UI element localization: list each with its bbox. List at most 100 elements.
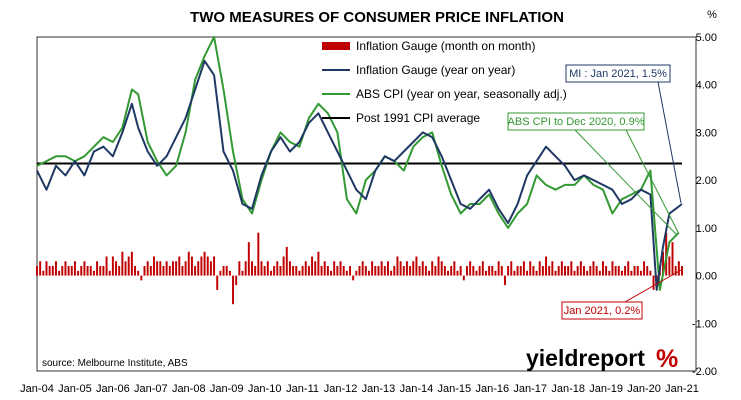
bar xyxy=(453,261,456,276)
bar xyxy=(311,256,314,276)
bar xyxy=(197,261,200,276)
bar xyxy=(668,256,671,276)
x-tick-label: Jan-09 xyxy=(210,383,244,395)
bar xyxy=(434,266,437,276)
bar xyxy=(491,266,494,276)
bar xyxy=(124,261,127,276)
annotation-bar-text: Jan 2021, 0.2% xyxy=(564,305,641,317)
y-tick-label: 3.00 xyxy=(696,127,717,139)
bar xyxy=(276,261,279,276)
bar xyxy=(203,251,206,276)
bar xyxy=(614,266,617,276)
bar xyxy=(355,270,358,276)
x-tick-label: Jan-13 xyxy=(362,383,396,395)
bar xyxy=(200,256,203,276)
legend: Inflation Gauge (month on month) Inflati… xyxy=(322,39,567,125)
bar xyxy=(456,270,459,276)
bar xyxy=(484,270,487,276)
x-tick-label: Jan-15 xyxy=(438,383,472,395)
bar xyxy=(538,261,541,276)
bar xyxy=(213,256,216,276)
line-series xyxy=(36,36,683,291)
bar xyxy=(64,261,67,276)
bar xyxy=(99,266,102,276)
bar xyxy=(630,270,633,276)
bar xyxy=(168,266,171,276)
bar xyxy=(115,261,118,276)
bar xyxy=(472,266,475,276)
bar xyxy=(48,266,51,276)
bar xyxy=(513,270,516,276)
bar xyxy=(175,261,178,276)
y-tick-label: 2.00 xyxy=(696,175,717,187)
bar xyxy=(121,251,124,276)
bar xyxy=(443,266,446,276)
x-tick-label: Jan-10 xyxy=(248,383,282,395)
bar xyxy=(516,266,519,276)
bar xyxy=(681,266,683,276)
bar xyxy=(336,266,339,276)
bar xyxy=(624,266,627,276)
bar xyxy=(263,266,266,276)
annotation-mi: MI : Jan 2021, 1.5% xyxy=(565,64,682,204)
bar xyxy=(238,261,241,276)
bar xyxy=(304,261,307,276)
x-tick-label: Jan-05 xyxy=(58,383,92,395)
bar xyxy=(507,266,510,276)
bar xyxy=(592,261,595,276)
x-axis-tick-labels: Jan-04 Jan-05 Jan-06 Jan-07 Jan-08 Jan-09 Jan-… xyxy=(20,383,699,395)
bar xyxy=(405,261,408,276)
bar xyxy=(241,270,244,276)
bar xyxy=(532,266,535,276)
bar xyxy=(127,256,130,276)
brand-name: yieldreport xyxy=(526,345,645,371)
bar xyxy=(162,266,165,276)
bar xyxy=(216,275,219,290)
bar xyxy=(674,266,677,276)
bar xyxy=(649,270,652,276)
bar xyxy=(399,261,402,276)
bar xyxy=(535,270,538,276)
bar xyxy=(545,256,548,276)
bar xyxy=(194,266,197,276)
bar xyxy=(70,266,73,276)
bar xyxy=(431,261,434,276)
bar xyxy=(342,266,345,276)
bar xyxy=(510,261,513,276)
bar xyxy=(251,261,253,276)
bar xyxy=(184,261,187,276)
bar xyxy=(601,261,604,276)
bar xyxy=(579,261,582,276)
bar-series-month-on-month xyxy=(36,232,683,305)
bar xyxy=(459,266,462,276)
bar xyxy=(73,261,76,276)
legend-label-mom: Inflation Gauge (month on month) xyxy=(356,39,535,53)
bar xyxy=(437,256,440,276)
bar xyxy=(522,261,525,276)
bar xyxy=(636,266,639,276)
bar xyxy=(206,256,209,276)
y-axis-tick-labels: -2.00 -1.00 0.00 1.00 2.00 3.00 4.00 5.00 xyxy=(692,32,717,378)
bar xyxy=(146,261,149,276)
bar xyxy=(254,266,257,276)
bar xyxy=(633,266,636,276)
x-tick-label: Jan-19 xyxy=(589,383,623,395)
bar xyxy=(235,275,238,286)
bar xyxy=(260,261,263,276)
bar xyxy=(45,261,48,276)
bar xyxy=(374,266,377,276)
bar xyxy=(102,266,105,276)
bar xyxy=(292,266,295,276)
bar xyxy=(364,266,367,276)
bar xyxy=(181,266,184,276)
y-tick-label: 5.00 xyxy=(696,32,717,44)
bar xyxy=(298,270,301,276)
bar xyxy=(285,246,288,276)
bar xyxy=(428,270,431,276)
bar xyxy=(288,261,291,276)
bar xyxy=(86,266,89,276)
bar xyxy=(450,266,453,276)
bar xyxy=(130,251,133,276)
bar xyxy=(105,256,108,276)
